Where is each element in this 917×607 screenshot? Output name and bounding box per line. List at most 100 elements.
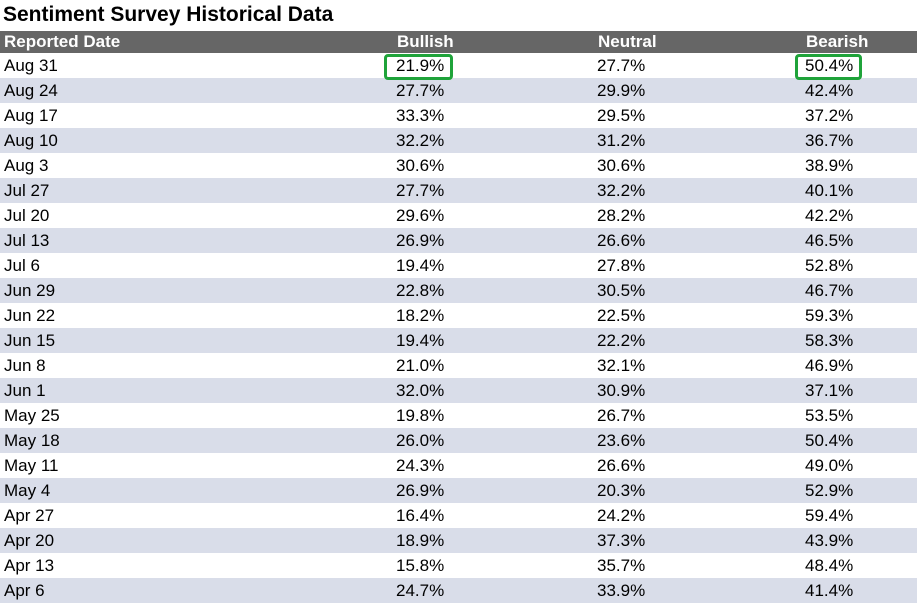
- cell-date: Aug 31: [4, 56, 58, 75]
- cell-bullish: 26.9%: [396, 231, 445, 250]
- cell-bearish: 46.7%: [805, 281, 854, 300]
- table-body: Aug 31 21.9% 27.7% 50.4% Aug 24 27.7% 29.9% 42.…: [0, 53, 917, 603]
- cell-bearish: 52.9%: [805, 481, 854, 500]
- cell-bullish: 32.0%: [396, 381, 445, 400]
- cell-bullish: 29.6%: [396, 206, 445, 225]
- cell-date: Aug 24: [4, 81, 58, 100]
- cell-bearish: 41.4%: [805, 581, 854, 600]
- table-row: Apr 27 16.4% 24.2% 59.4%: [0, 503, 917, 528]
- cell-neutral: 37.3%: [597, 531, 646, 550]
- cell-bearish: 42.4%: [805, 81, 854, 100]
- cell-bullish: 26.9%: [396, 481, 445, 500]
- sentiment-table: Reported Date Bullish Neutral Bearish Au…: [0, 31, 917, 603]
- cell-bearish: 49.0%: [805, 456, 854, 475]
- cell-date: Aug 17: [4, 106, 58, 125]
- cell-bearish: 43.9%: [805, 531, 854, 550]
- cell-neutral: 30.6%: [597, 156, 646, 175]
- cell-bearish: 42.2%: [805, 206, 854, 225]
- cell-date: Jun 29: [4, 281, 56, 300]
- table-header-row: Reported Date Bullish Neutral Bearish: [0, 31, 917, 53]
- cell-date: Aug 10: [4, 131, 58, 150]
- cell-neutral: 32.2%: [597, 181, 646, 200]
- cell-neutral: 26.6%: [597, 231, 646, 250]
- cell-bullish: 30.6%: [396, 156, 445, 175]
- cell-date: Jul 6: [4, 256, 40, 275]
- cell-date: Jun 22: [4, 306, 56, 325]
- cell-date: Aug 3: [4, 156, 49, 175]
- cell-date: May 25: [4, 406, 60, 425]
- cell-bearish: 37.2%: [805, 106, 854, 125]
- cell-bullish: 19.4%: [396, 256, 445, 275]
- table-row: Jul 6 19.4% 27.8% 52.8%: [0, 253, 917, 278]
- table-row: Jun 22 18.2% 22.5% 59.3%: [0, 303, 917, 328]
- cell-neutral: 33.9%: [597, 581, 646, 600]
- column-header-bearish[interactable]: Bearish: [806, 32, 869, 51]
- cell-neutral: 31.2%: [597, 131, 646, 150]
- cell-date: May 4: [4, 481, 51, 500]
- cell-bullish: 24.3%: [396, 456, 445, 475]
- cell-bullish: 26.0%: [396, 431, 445, 450]
- cell-bearish: 40.1%: [805, 181, 854, 200]
- cell-bearish: 52.8%: [805, 256, 854, 275]
- cell-neutral: 26.6%: [597, 456, 646, 475]
- cell-date: May 11: [4, 456, 59, 475]
- cell-neutral: 29.5%: [597, 106, 646, 125]
- cell-bullish: 32.2%: [396, 131, 445, 150]
- cell-bullish: 16.4%: [396, 506, 445, 525]
- cell-date: Jul 13: [4, 231, 50, 250]
- cell-neutral: 20.3%: [597, 481, 646, 500]
- cell-date: Apr 20: [4, 531, 55, 550]
- cell-neutral: 23.6%: [597, 431, 646, 450]
- table-row: May 25 19.8% 26.7% 53.5%: [0, 403, 917, 428]
- cell-neutral: 29.9%: [597, 81, 646, 100]
- cell-bullish: 19.8%: [396, 406, 445, 425]
- table-row: May 11 24.3% 26.6% 49.0%: [0, 453, 917, 478]
- cell-bullish: 21.0%: [396, 356, 445, 375]
- cell-neutral: 22.2%: [597, 331, 646, 350]
- cell-bearish: 46.9%: [805, 356, 854, 375]
- table-row: Aug 17 33.3% 29.5% 37.2%: [0, 103, 917, 128]
- cell-neutral: 32.1%: [597, 356, 646, 375]
- table-row: Jul 13 26.9% 26.6% 46.5%: [0, 228, 917, 253]
- table-row: Jun 8 21.0% 32.1% 46.9%: [0, 353, 917, 378]
- cell-bullish: 27.7%: [396, 81, 445, 100]
- column-header-date[interactable]: Reported Date: [4, 32, 121, 51]
- cell-neutral: 35.7%: [597, 556, 646, 575]
- table-row: Apr 6 24.7% 33.9% 41.4%: [0, 578, 917, 603]
- cell-bearish: 37.1%: [805, 381, 854, 400]
- column-header-bullish[interactable]: Bullish: [397, 32, 454, 51]
- table-row: May 18 26.0% 23.6% 50.4%: [0, 428, 917, 453]
- table-row: Aug 31 21.9% 27.7% 50.4%: [0, 53, 917, 78]
- table-row: Apr 20 18.9% 37.3% 43.9%: [0, 528, 917, 553]
- cell-neutral: 24.2%: [597, 506, 646, 525]
- cell-bullish: 15.8%: [396, 556, 445, 575]
- table-row: Aug 3 30.6% 30.6% 38.9%: [0, 153, 917, 178]
- table-row: Jun 29 22.8% 30.5% 46.7%: [0, 278, 917, 303]
- cell-bullish: 33.3%: [396, 106, 445, 125]
- cell-date: Jul 27: [4, 181, 50, 200]
- table-row: Aug 10 32.2% 31.2% 36.7%: [0, 128, 917, 153]
- cell-bearish: 50.4%: [805, 56, 854, 75]
- cell-date: Apr 27: [4, 506, 55, 525]
- cell-bearish: 50.4%: [805, 431, 854, 450]
- cell-date: Jul 20: [4, 206, 50, 225]
- cell-neutral: 27.7%: [597, 56, 646, 75]
- cell-bullish: 27.7%: [396, 181, 445, 200]
- cell-date: Jun 8: [4, 356, 46, 375]
- column-header-neutral[interactable]: Neutral: [598, 32, 657, 51]
- table-row: Jun 15 19.4% 22.2% 58.3%: [0, 328, 917, 353]
- cell-neutral: 22.5%: [597, 306, 646, 325]
- table-row: Apr 13 15.8% 35.7% 48.4%: [0, 553, 917, 578]
- cell-neutral: 26.7%: [597, 406, 646, 425]
- cell-bullish: 22.8%: [396, 281, 445, 300]
- cell-date: Jun 1: [4, 381, 46, 400]
- page-title: Sentiment Survey Historical Data: [3, 3, 334, 26]
- cell-date: Jun 15: [4, 331, 56, 350]
- cell-date: Apr 13: [4, 556, 55, 575]
- table-row: Jun 1 32.0% 30.9% 37.1%: [0, 378, 917, 403]
- cell-neutral: 30.5%: [597, 281, 646, 300]
- cell-bearish: 36.7%: [805, 131, 854, 150]
- cell-date: Apr 6: [4, 581, 45, 600]
- cell-bearish: 46.5%: [805, 231, 854, 250]
- table-row: May 4 26.9% 20.3% 52.9%: [0, 478, 917, 503]
